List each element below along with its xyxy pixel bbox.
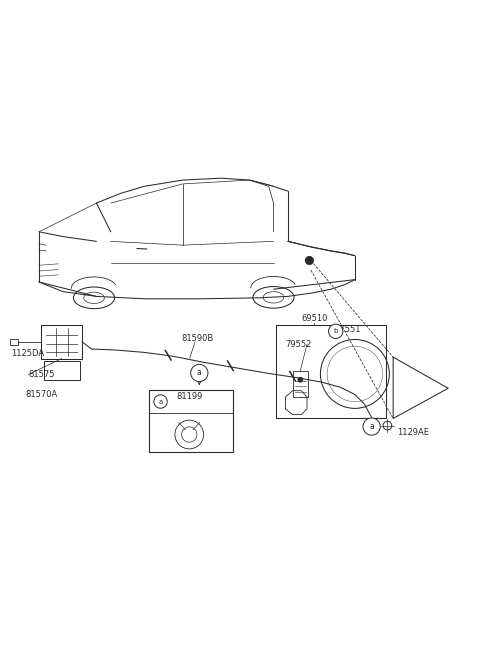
Text: 81575: 81575: [28, 370, 55, 379]
Bar: [41, 325, 82, 358]
Text: a: a: [369, 422, 374, 431]
Bar: [149, 390, 233, 452]
Text: b: b: [334, 328, 338, 334]
Text: 81199: 81199: [177, 392, 203, 402]
Circle shape: [191, 364, 208, 382]
Text: 81570A: 81570A: [25, 390, 58, 399]
Circle shape: [306, 257, 313, 265]
Circle shape: [298, 377, 303, 383]
Text: a: a: [197, 369, 202, 377]
Bar: [293, 371, 308, 397]
Text: 69510: 69510: [301, 314, 328, 324]
Text: 79552: 79552: [286, 340, 312, 348]
Text: 1129AE: 1129AE: [397, 428, 429, 438]
Text: 1125DA: 1125DA: [11, 349, 44, 358]
Bar: [276, 325, 386, 419]
Circle shape: [328, 324, 343, 339]
Bar: [44, 361, 80, 380]
Text: a: a: [158, 398, 163, 405]
Text: 87551: 87551: [335, 326, 361, 335]
Circle shape: [363, 418, 380, 435]
Circle shape: [154, 395, 167, 408]
Text: 81590B: 81590B: [181, 333, 214, 343]
Bar: [10, 339, 18, 345]
